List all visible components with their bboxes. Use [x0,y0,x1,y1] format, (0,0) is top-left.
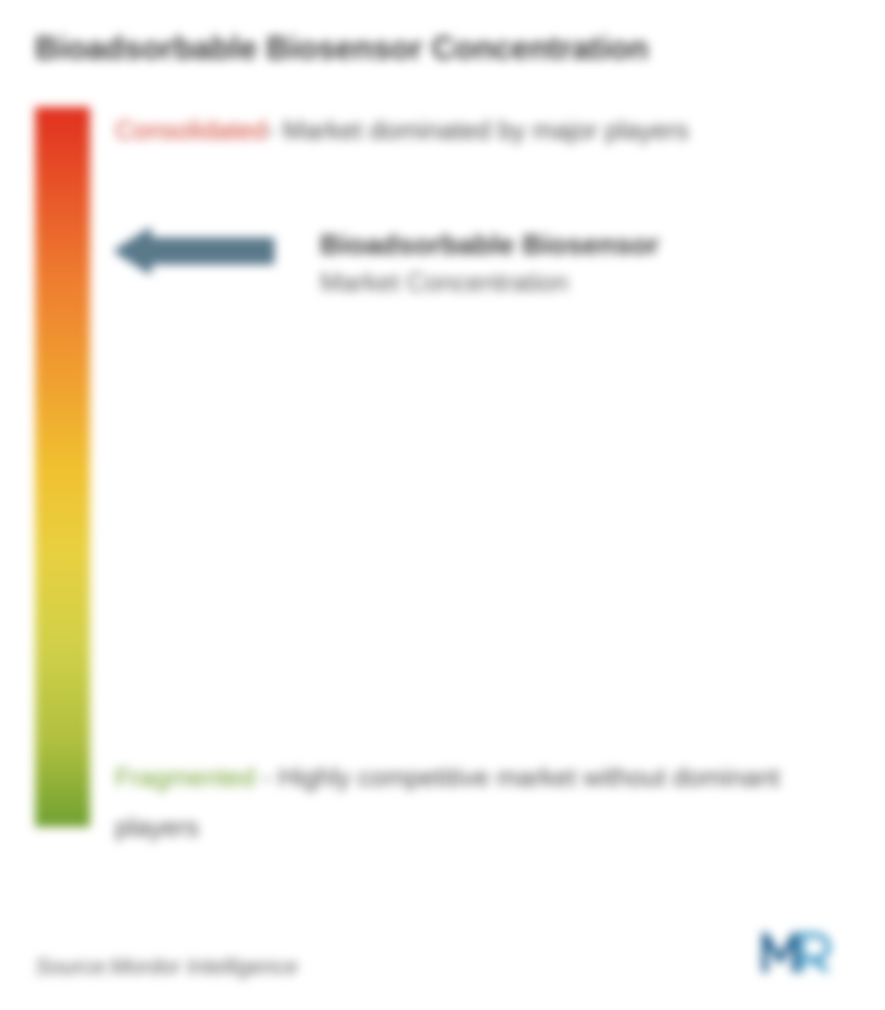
arrow-label: Bioadsorbable Biosensor Market Concentra… [320,227,659,298]
arrow-left-icon [115,227,275,275]
consolidated-highlight: Consolidated [115,115,267,145]
content-area: Consolidated- Market dominated by major … [35,107,850,857]
fragmented-label: Fragmented - Highly competitive market w… [115,753,830,852]
arrow-label-title: Bioadsorbable Biosensor [320,229,659,261]
labels-area: Consolidated- Market dominated by major … [90,107,850,857]
fragmented-highlight: Fragmented [115,762,255,792]
market-position-indicator: Bioadsorbable Biosensor Market Concentra… [115,227,659,298]
concentration-gradient-bar [35,107,90,827]
arrow-label-subtitle: Market Concentration [320,267,659,298]
mordor-logo-icon [760,925,850,980]
source-attribution: Source:Mordor Intelligence [35,954,298,980]
page-title: Bioadsorbable Biosensor Concentration [35,30,850,67]
footer: Source:Mordor Intelligence [35,925,850,980]
consolidated-label: Consolidated- Market dominated by major … [115,107,830,154]
consolidated-description: - Market dominated by major players [267,115,689,145]
infographic-container: Bioadsorbable Biosensor Concentration Co… [0,0,885,1010]
